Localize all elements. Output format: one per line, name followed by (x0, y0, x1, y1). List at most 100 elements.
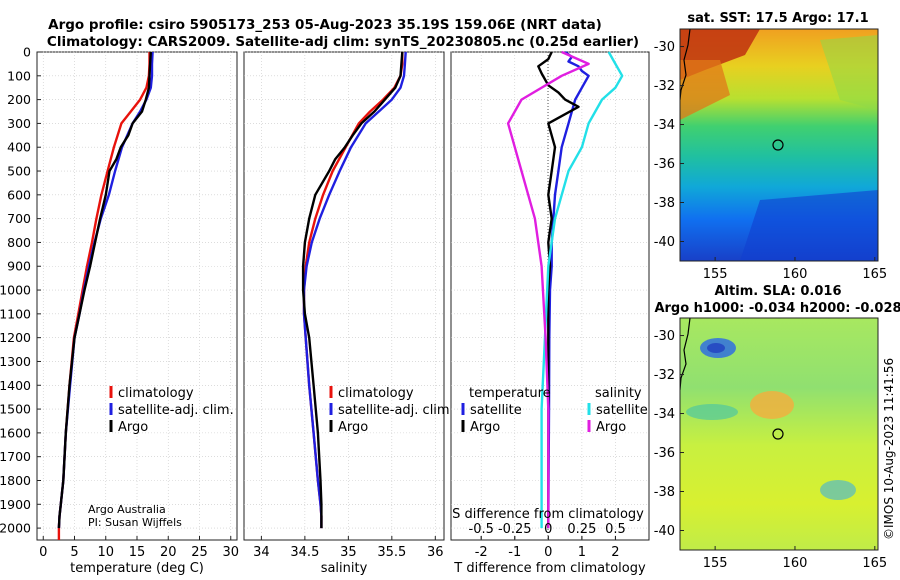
salinity-grid (244, 51, 444, 540)
x2-tick-label: 0.25 (567, 522, 596, 537)
x-tick-label: 30 (222, 545, 239, 560)
temperature-series (57, 51, 154, 540)
temperature-legend: climatology satellite-adj. clim. Argo (109, 386, 234, 435)
y-tick-label: 900 (7, 259, 31, 274)
sla-coastline (680, 318, 691, 391)
x-tick-label: 2 (611, 545, 619, 560)
credit-line-1: Argo Australia (88, 503, 166, 516)
sst-map-frame (679, 28, 879, 262)
map-y-tick-label: -32 (654, 79, 675, 94)
map-y-tick-label: -38 (654, 485, 675, 500)
sst-map-field (680, 29, 878, 261)
sla-map-title-1: Altim. SLA: 0.016 (715, 284, 842, 299)
x2-tick-label: 0 (544, 522, 552, 537)
salinity-difference-ticks: -0.5 -0.25 0 0.25 0.5 (469, 522, 626, 539)
sst-cool-patch-east (820, 35, 878, 110)
sst-argo-marker (772, 139, 784, 151)
x-tick-label: 5 (70, 545, 78, 560)
salinity-x-ticks: 34 34.5 35 35.5 36 (253, 536, 444, 560)
y-tick-label: 1000 (0, 283, 31, 298)
map-y-tick-label: -40 (654, 524, 675, 539)
difference-legend: temperature salinity satellite Argo sate… (461, 386, 648, 435)
map-x-tick-label: 155 (703, 267, 728, 282)
sst-coastline (680, 29, 691, 101)
series-argo (57, 51, 152, 529)
map-y-tick-label: -38 (654, 196, 675, 211)
legend-label-climatology: climatology (338, 386, 414, 401)
y-tick-label: 1300 (0, 354, 31, 369)
y-tick-label: 800 (7, 235, 31, 250)
y-tick-label: 1800 (0, 473, 31, 488)
y-tick-label: 300 (7, 116, 31, 131)
map-y-tick-label: -40 (654, 235, 675, 250)
series-t-satellite (547, 51, 590, 529)
series-s-satellite (540, 51, 624, 529)
sla-map-panel: Altim. SLA: 0.016 Argo h1000: -0.034 h20… (654, 284, 900, 571)
map-y-tick-label: -32 (654, 368, 675, 383)
sst-warm-patch-west (680, 60, 730, 120)
x-tick-label: 34.5 (290, 545, 319, 560)
map-y-tick-label: -36 (654, 157, 675, 172)
sla-map-frame (679, 317, 879, 551)
y-tick-label: 500 (7, 164, 31, 179)
x-tick-label: -2 (475, 545, 488, 560)
temperature-panel: 0 5 10 15 20 25 30 0 100 200 300 400 500 600 700 800 90… (0, 45, 239, 577)
sla-map-lon-ticks: 155 160 165 (703, 546, 887, 571)
sla-map-field (680, 318, 878, 550)
difference-panel: -2 -1 0 1 2 -0.5 -0.25 0 0.25 0.5 T difference f… (450, 50, 650, 576)
legend-title-temperature: temperature (469, 386, 551, 401)
y-tick-label: 1400 (0, 378, 31, 393)
salinity-x-label: salinity (321, 561, 368, 576)
x-tick-label: 25 (191, 545, 208, 560)
x-tick-label: -1 (508, 545, 521, 560)
x2-tick-label: -0.5 (469, 522, 494, 537)
map-x-tick-label: 160 (783, 267, 808, 282)
x-tick-label: 0 (39, 545, 47, 560)
sst-map-lon-ticks: 155 160 165 (703, 257, 887, 282)
y-tick-label: 400 (7, 140, 31, 155)
salinity-series (301, 51, 407, 529)
series-argo (301, 51, 404, 529)
sla-cool-band (686, 404, 738, 420)
sla-high-eddy (750, 391, 794, 419)
y-tick-label: 0 (23, 45, 31, 60)
legend-label-s-argo: Argo (596, 420, 626, 435)
y-tick-label: 1100 (0, 306, 31, 321)
figure-subtitle: Climatology: CARS2009. Satellite-adj cli… (47, 34, 639, 50)
t-difference-x-label: T difference from climatology (453, 561, 646, 576)
salinity-plot-frame (243, 51, 445, 541)
series-s-argo (506, 50, 590, 529)
legend-title-salinity: salinity (595, 386, 642, 401)
map-y-tick-label: -30 (654, 40, 675, 55)
x-tick-label: 20 (160, 545, 177, 560)
sla-cool-patch-south (820, 480, 856, 500)
y-tick-label: 1600 (0, 425, 31, 440)
salinity-legend: climatology satellite-adj. clim. Argo (329, 386, 454, 435)
legend-label-s-satellite: satellite (596, 403, 648, 418)
x-tick-label: 35.5 (377, 545, 406, 560)
x2-tick-label: -0.25 (498, 522, 532, 537)
sst-cold-patch-south (740, 190, 878, 261)
x-tick-label: 36 (427, 545, 444, 560)
x-tick-label: 34 (253, 545, 270, 560)
credit-line-2: PI: Susan Wijffels (88, 516, 182, 529)
imos-timestamp: ©IMOS 10-Aug-2023 11:41:56 (882, 358, 896, 540)
legend-label-climatology: climatology (118, 386, 194, 401)
x-tick-label: 0 (544, 545, 552, 560)
y-tick-label: 100 (7, 68, 31, 83)
map-y-tick-label: -34 (654, 118, 675, 133)
sst-map-panel: sat. SST: 17.5 Argo: 17.1 155 160 165 -30-… (654, 11, 887, 282)
legend-label-satellite: satellite-adj. clim. (118, 403, 234, 418)
sla-argo-marker (772, 428, 784, 440)
temperature-x-ticks: 0 5 10 15 20 25 30 (39, 536, 239, 560)
s-difference-x-label: S difference from climatology (452, 507, 644, 522)
map-x-tick-label: 165 (862, 267, 887, 282)
series-satellite-adj-clim- (302, 51, 407, 529)
map-x-tick-label: 165 (862, 556, 887, 571)
difference-x-ticks: -2 -1 0 1 2 (475, 536, 620, 560)
legend-label-argo: Argo (338, 420, 368, 435)
y-tick-label: 1700 (0, 449, 31, 464)
x-tick-label: 1 (578, 545, 586, 560)
legend-label-t-satellite: satellite (470, 403, 522, 418)
